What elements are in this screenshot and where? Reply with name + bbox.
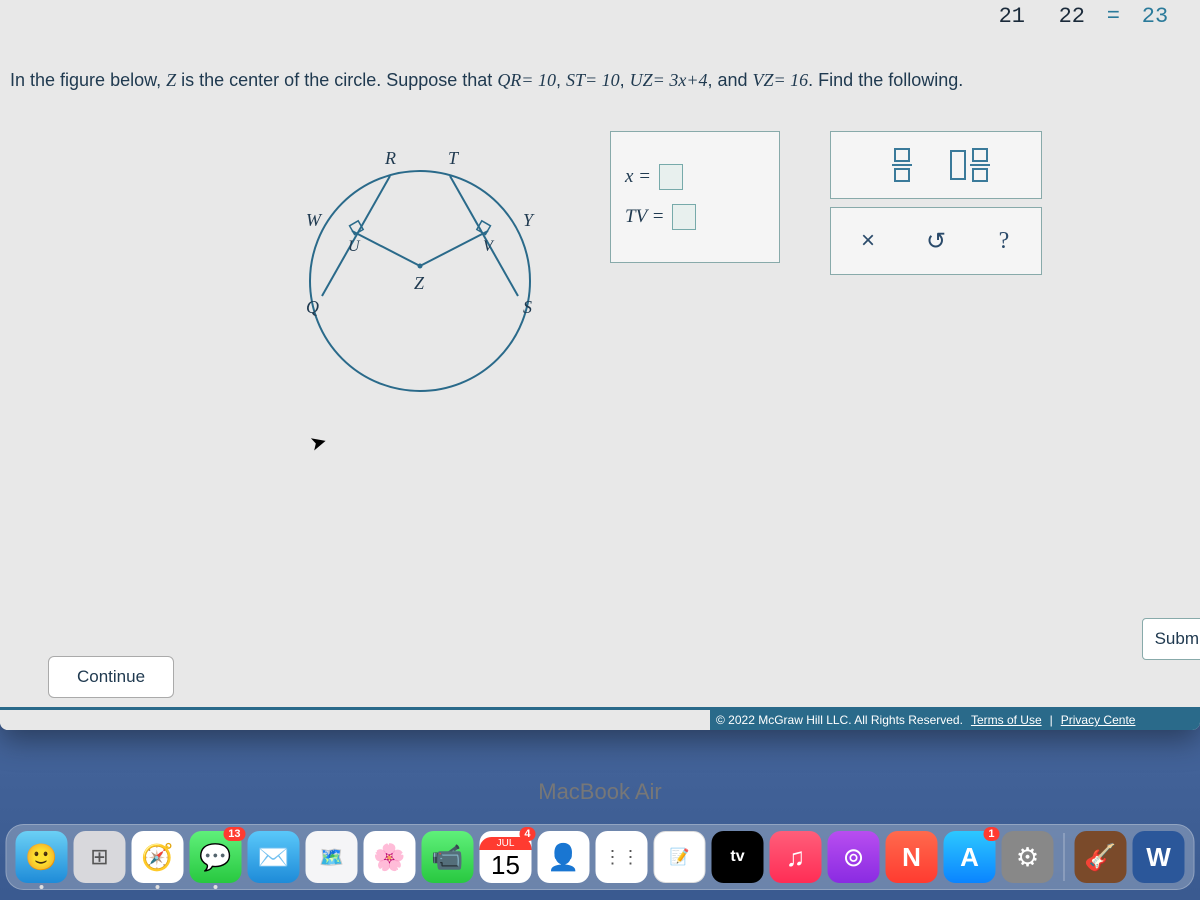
circle-diagram: R T W Y U V Z Q S [270,131,570,411]
word-icon[interactable]: W [1133,831,1185,883]
q-eq1: QR= 10 [497,70,556,90]
x-label: x = [625,166,651,188]
lbl-W: W [306,210,323,230]
q-eq3a: UZ= 3 [630,70,679,90]
tv-input[interactable] [672,204,696,230]
answer-panel: x = TV = [610,131,780,263]
lbl-U: U [348,238,361,255]
x-input[interactable] [659,164,683,190]
cursor-icon: ➤ [307,428,330,456]
mail-icon[interactable]: ✉️ [248,831,300,883]
counter-a: 21 [987,4,1037,29]
content-area: In the figure below, Z is the center of … [0,40,1200,730]
continue-button[interactable]: Continue [48,656,174,698]
counter-b: 22 [1047,4,1097,29]
tool-row-fractions [830,131,1042,199]
q-z: Z [166,70,176,90]
notes-icon[interactable]: 📝 [654,831,706,883]
answer-row-x: x = [625,164,765,190]
facetime-icon[interactable]: 📹 [422,831,474,883]
appstore-icon[interactable]: A1 [944,831,996,883]
answer-row-tv: TV = [625,204,765,230]
news-icon[interactable]: N [886,831,938,883]
messages-icon[interactable]: 💬13 [190,831,242,883]
maps-icon[interactable]: 🗺️ [306,831,358,883]
q-eq4: VZ= 16 [753,70,809,90]
tv-icon[interactable]: tv [712,831,764,883]
lbl-Y: Y [523,210,535,230]
safari-icon[interactable]: 🧭 [132,831,184,883]
toolbox: × ↺ ? [830,131,1042,275]
lbl-R: R [384,148,396,168]
garageband-icon[interactable]: 🎸 [1075,831,1127,883]
mixed-number-button[interactable] [949,144,991,186]
question-text: In the figure below, Z is the center of … [10,70,1190,91]
counter-strip: 21 22 = 23 [987,0,1200,32]
calendar-day: 15 [491,850,520,878]
dock-separator [1064,833,1065,881]
tv-label: TV = [625,206,664,228]
fraction-button[interactable] [881,144,923,186]
clear-button[interactable]: × [847,220,889,262]
finder-icon[interactable]: 🙂 [16,831,68,883]
privacy-link[interactable]: Privacy Cente [1061,713,1136,727]
counter-c: 23 [1130,4,1180,29]
laptop-label: MacBook Air [300,779,900,805]
reminders-icon[interactable]: ⋮⋮ [596,831,648,883]
lbl-Q: Q [306,297,319,317]
launchpad-icon[interactable]: ⊞ [74,831,126,883]
undo-button[interactable]: ↺ [915,220,957,262]
q-prefix: In the figure below, [10,70,166,90]
footer: © 2022 McGraw Hill LLC. All Rights Reser… [710,710,1200,730]
messages-badge: 13 [223,827,245,841]
app-window: 21 22 = 23 In the figure below, Z is the… [0,0,1200,730]
contacts-icon[interactable]: 👤 [538,831,590,883]
footer-sep: | [1050,713,1053,727]
calendar-badge: 4 [519,827,535,841]
dock: 🙂 ⊞ 🧭 💬13 ✉️ 🗺️ 🌸 📹 JUL 15 4 👤 ⋮⋮ 📝 tv ♫… [6,824,1195,890]
appstore-badge: 1 [983,827,999,841]
settings-icon[interactable]: ⚙ [1002,831,1054,883]
figure-row: R T W Y U V Z Q S x = TV = [10,131,1190,411]
q-eq3c: +4 [686,70,707,90]
q-suffix: . Find the following. [808,70,963,90]
terms-link[interactable]: Terms of Use [971,713,1042,727]
music-icon[interactable]: ♫ [770,831,822,883]
calendar-icon[interactable]: JUL 15 4 [480,831,532,883]
lbl-Z: Z [414,273,425,293]
lbl-T: T [448,148,460,168]
photos-icon[interactable]: 🌸 [364,831,416,883]
lbl-S: S [523,297,532,317]
q-mid: is the center of the circle. Suppose tha… [176,70,497,90]
podcasts-icon[interactable]: ⊚ [828,831,880,883]
copyright: © 2022 McGraw Hill LLC. All Rights Reser… [716,713,963,727]
help-button[interactable]: ? [983,220,1025,262]
submit-button[interactable]: Subm [1142,618,1200,660]
q-eq2: ST= 10 [566,70,620,90]
tool-row-actions: × ↺ ? [830,207,1042,275]
